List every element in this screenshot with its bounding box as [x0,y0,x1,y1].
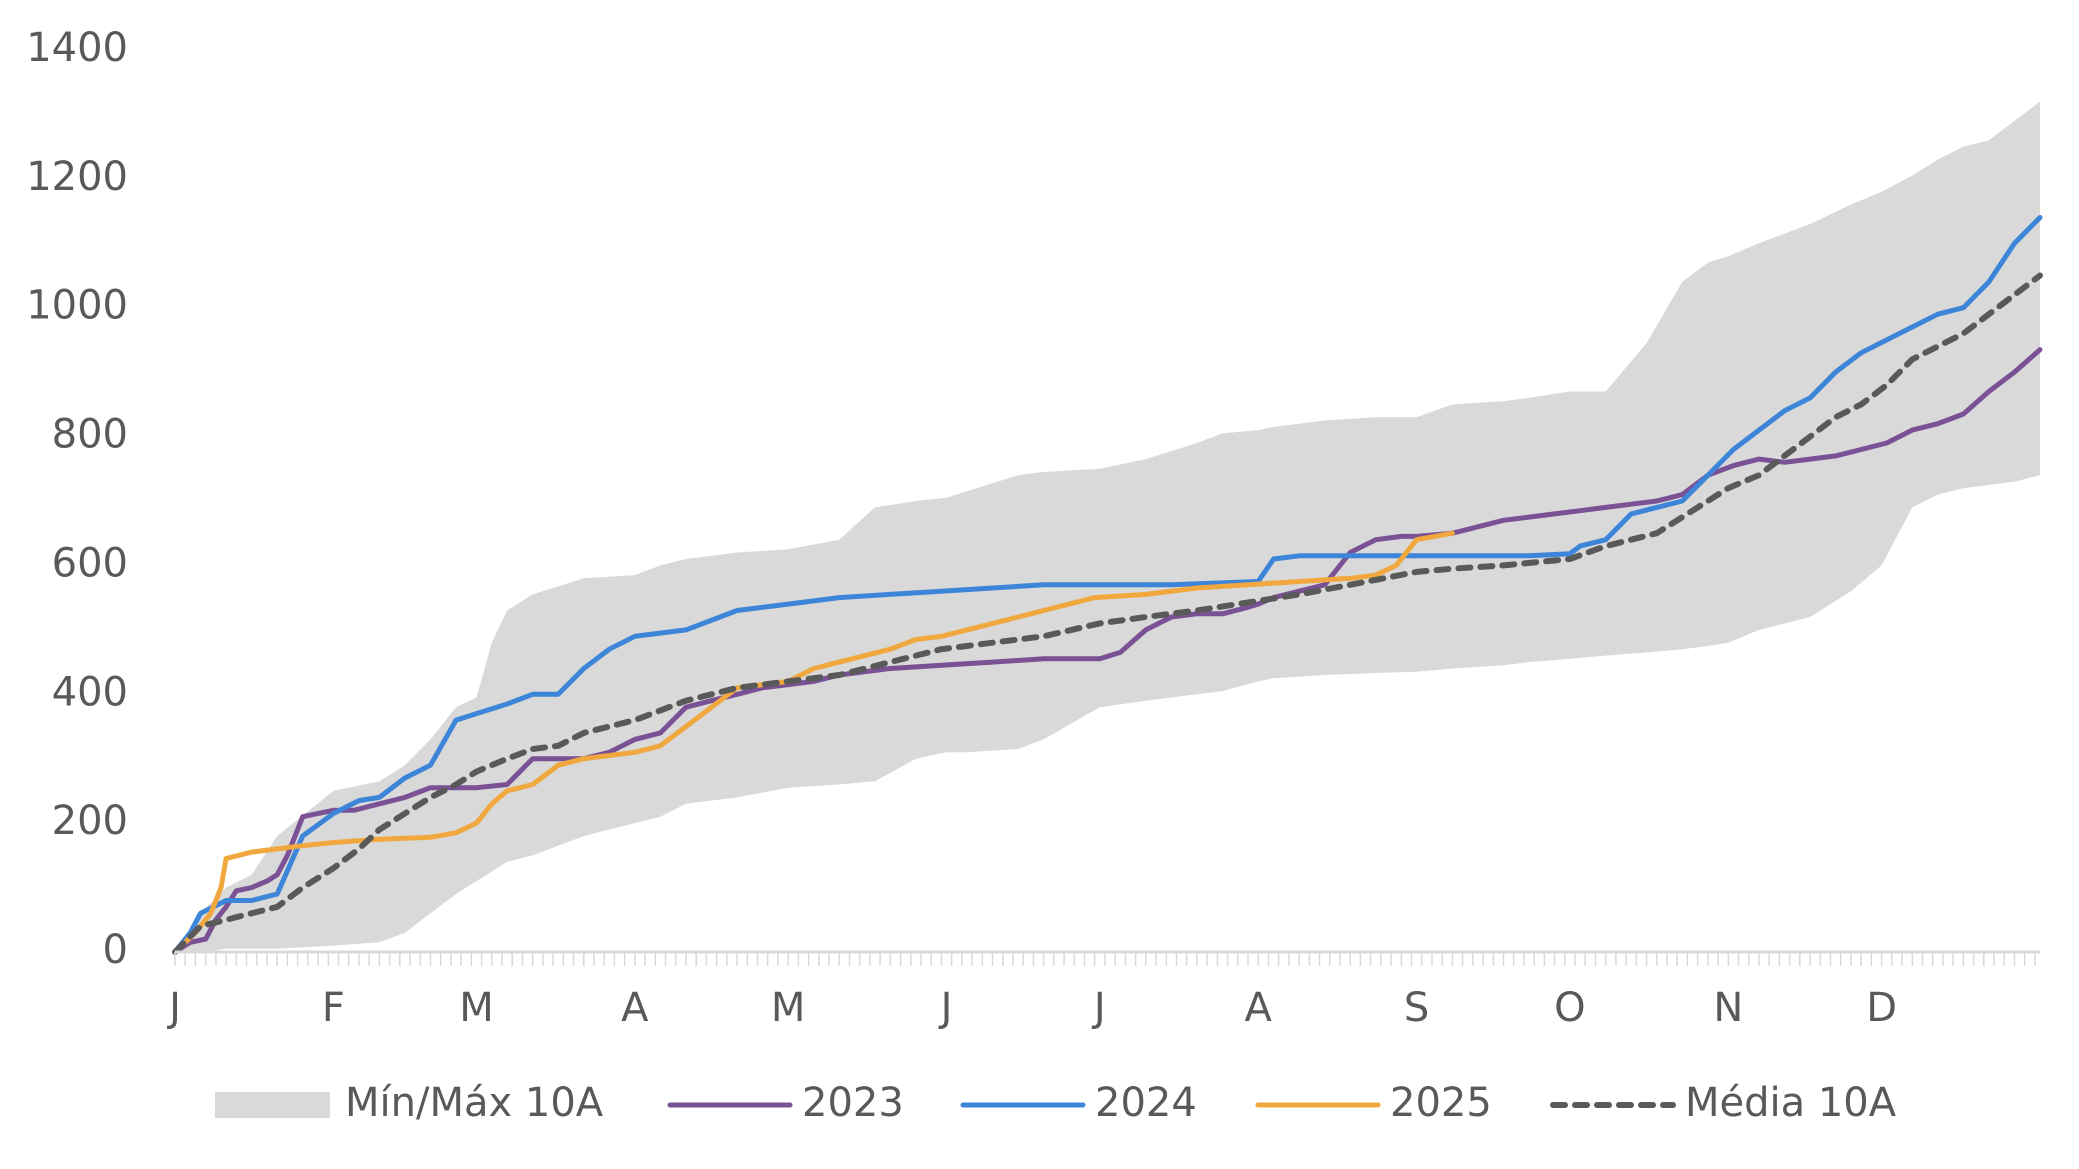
legend-label: Mín/Máx 10A [345,1080,604,1126]
y-tick-label: 0 [103,927,128,973]
y-axis: 0 200 400 600 800 1000 1200 1400 [26,25,128,973]
x-tick-label: A [1245,985,1273,1031]
series-line-3 [172,272,2043,955]
y-tick-label: 1400 [26,25,128,71]
x-tick-label: J [938,985,953,1031]
x-tick-label: O [1554,985,1585,1031]
legend: Mín/Máx 10A 2023 2024 2025 Média 10A [215,1080,1897,1126]
y-tick-label: 200 [52,798,128,844]
series-line-1 [172,215,2043,955]
series-line-2 [172,530,1455,955]
x-tick-label: J [1091,985,1106,1031]
legend-label: 2024 [1095,1080,1197,1126]
x-tick-label: M [459,985,494,1031]
legend-swatch-band [215,1092,330,1118]
x-tick-label: J [166,985,181,1031]
series-line-0 [172,347,2043,955]
plot-area [172,101,2043,955]
x-tick-label: D [1866,985,1897,1031]
legend-label: Média 10A [1685,1080,1897,1126]
x-axis-day-ticks [174,952,2036,966]
minmax-band [175,101,2040,952]
x-tick-label: N [1713,985,1743,1031]
y-tick-label: 400 [52,669,128,715]
legend-label: 2025 [1390,1080,1492,1126]
y-tick-label: 800 [52,412,128,458]
y-tick-label: 1000 [26,283,128,329]
x-tick-label: F [322,985,345,1031]
y-tick-label: 1200 [26,154,128,200]
x-tick-label: S [1404,985,1429,1031]
x-tick-label: M [771,985,806,1031]
y-tick-label: 600 [52,540,128,586]
legend-label: 2023 [802,1080,904,1126]
x-tick-label: A [621,985,649,1031]
